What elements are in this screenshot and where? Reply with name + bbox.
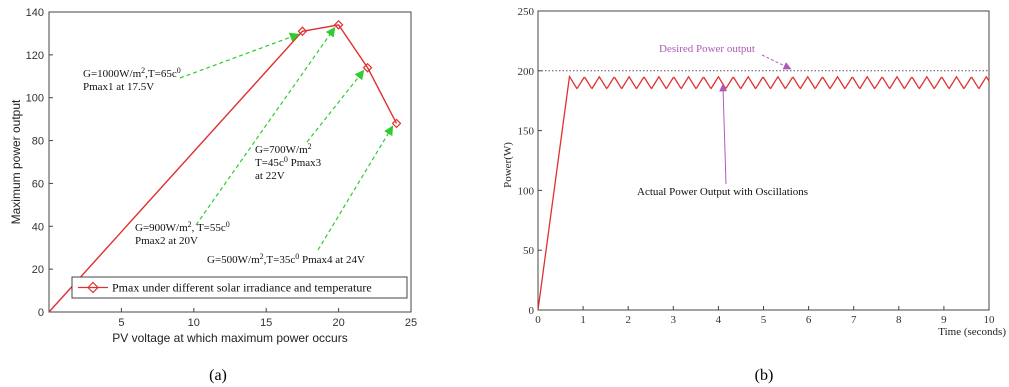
chart-b-x-tick-label: 3 [671, 314, 677, 326]
chart-b-x-tick-label: 7 [851, 314, 857, 326]
chart-b-y-tick-label: 150 [518, 126, 535, 138]
chart-a-annotation-text: G=500W/m2,T=35c0 Pmax4 at 24V [207, 252, 365, 267]
legend-marker [87, 281, 99, 294]
chart-a-series-line [48, 24, 398, 313]
chart-a-y-tick-label: 60 [32, 178, 44, 190]
chart-a-x-tick-label: 15 [260, 317, 272, 329]
chart-a-annotation-arrow [317, 125, 394, 251]
chart-b-caption: (b) [755, 367, 774, 384]
chart-b-x-tick-label: 1 [580, 314, 586, 326]
chart-b-x-tick-label: 9 [941, 314, 947, 326]
chart-b-x-tick-label: 6 [806, 314, 812, 326]
chart-b-desired-annotation: Desired Power output [659, 43, 755, 55]
chart-b-y-tick-label: 100 [518, 185, 535, 197]
chart-a-y-tick-label: 0 [38, 307, 44, 319]
chart-b-actual-power-line [537, 75, 990, 311]
chart-a-caption: (a) [209, 367, 227, 384]
chart-a-y-tick-label: 140 [26, 7, 44, 19]
chart-a-y-axis-label: Maximum power output [9, 99, 23, 224]
chart-b-x-tick-label: 10 [984, 314, 996, 326]
chart-b-y-axis-label: Power(W) [502, 142, 514, 188]
chart-b-x-tick-label: 2 [625, 314, 631, 326]
legend-box [71, 276, 408, 299]
chart-a-annotation-text: at 22V [255, 170, 285, 182]
chart-a-x-tick-label: 10 [188, 317, 200, 329]
chart-a-legend: Pmax under different solar irradiance an… [71, 276, 408, 299]
chart-b-desired-annotation-arrow [761, 54, 792, 70]
chart-a-y-tick-label: 80 [32, 136, 44, 148]
chart-b-y-tick-label: 0 [529, 305, 535, 317]
chart-a-annotation-text: G=1000W/m2,T=65c0 [83, 66, 181, 81]
chart-a-x-axis-label: PV voltage at which maximum power occurs [112, 331, 347, 345]
chart-b-x-tick-label: 8 [896, 314, 902, 326]
chart-a-data-point [333, 20, 344, 30]
chart-a-annotation-text: T=45c0 Pmax3 [255, 155, 322, 170]
chart-a-annotation-text: G=900W/m2, T=55c0 [135, 220, 230, 235]
chart-b-x-tick-label: 4 [716, 314, 722, 326]
chart-a-data-point [391, 118, 402, 129]
chart-a-y-tick-label: 100 [26, 93, 44, 105]
chart-a-plot-area [48, 11, 412, 313]
chart-a: 5 10 15 20 25 0 20 40 60 80 100 120 140 G=1000W/m2,T… [9, 7, 417, 384]
chart-a-annotation-arrow [195, 26, 336, 226]
chart-a-data-point [362, 62, 373, 73]
chart-a-x-tick-label: 25 [405, 317, 417, 329]
chart-b-x-tick-label: 5 [761, 314, 767, 326]
chart-b-actual-annotation: Actual Power Output with Oscillations [637, 186, 808, 198]
chart-a-annotation-text: G=700W/m2 [255, 142, 312, 157]
chart-b-x-axis-label: Time (seconds) [938, 326, 1006, 338]
chart-a-y-tick-label: 120 [26, 50, 44, 62]
chart-b-y-tick-label: 50 [523, 245, 535, 257]
chart-a-annotation-arrow [179, 32, 300, 79]
chart-a-x-tick-label: 20 [332, 317, 344, 329]
chart-b-x-tick-label: 0 [535, 314, 541, 326]
chart-b-y-tick-label: 200 [518, 66, 535, 78]
chart-a-y-tick-label: 40 [32, 221, 44, 233]
chart-b-actual-annotation-arrow [719, 83, 728, 185]
chart-a-annotation-text: Pmax2 at 20V [135, 235, 198, 247]
chart-b-y-tick-label: 250 [518, 6, 535, 18]
chart-a-annotation-text: Pmax1 at 17.5V [83, 81, 154, 93]
chart-a-annotation-arrow [306, 69, 365, 143]
chart-a-data-point [297, 26, 308, 37]
legend-label: Pmax under different solar irradiance an… [112, 281, 372, 295]
chart-a-y-tick-label: 20 [32, 264, 44, 276]
chart-a-x-tick-label: 5 [118, 317, 124, 329]
chart-b-plot-area [537, 10, 990, 311]
